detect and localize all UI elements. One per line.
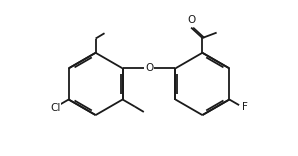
Text: Cl: Cl — [50, 102, 60, 112]
Text: O: O — [145, 63, 153, 73]
Text: O: O — [187, 15, 195, 25]
Text: F: F — [242, 102, 248, 112]
